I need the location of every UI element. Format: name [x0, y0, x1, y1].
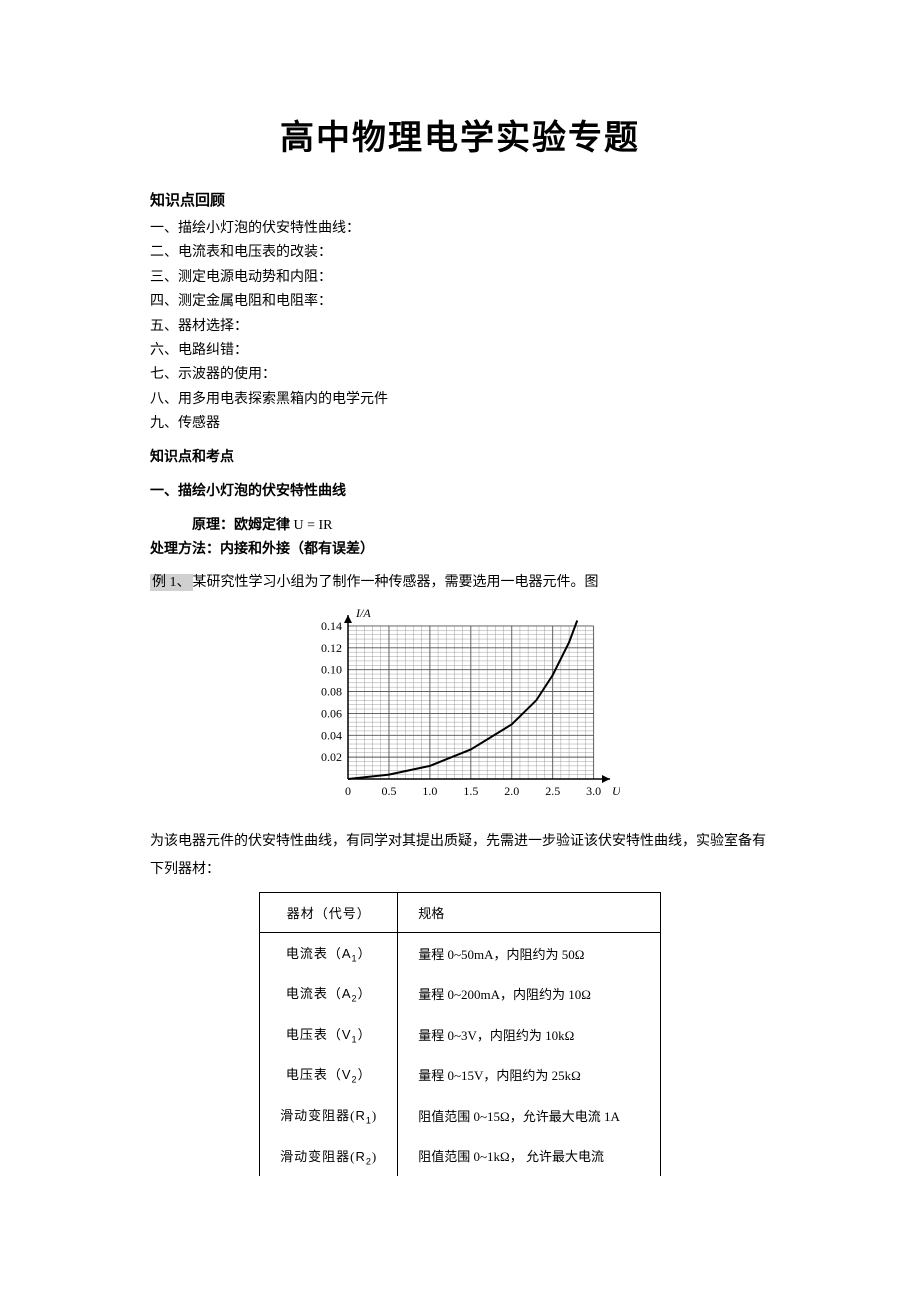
table-row: 电压表（V1）量程 0~3V，内阻约为 10kΩ [260, 1014, 661, 1055]
outline-list: 一、描绘小灯泡的伏安特性曲线： 二、电流表和电压表的改装： 三、测定电源电动势和… [150, 218, 770, 436]
svg-text:2.5: 2.5 [545, 784, 560, 798]
equip-name-cell: 电流表（A1） [260, 932, 398, 973]
svg-text:0.04: 0.04 [321, 728, 342, 742]
svg-text:0.08: 0.08 [321, 684, 342, 698]
outline-item: 九、传感器 [150, 413, 770, 435]
table-header-row: 器材（代号） 规格 [260, 892, 661, 932]
iv-curve-chart: 0 0.5 1.0 1.5 2.0 2.5 3.0 0.02 0.04 0.06 0.08 0.10 0… [150, 605, 770, 810]
example-continuation: 为该电器元件的伏安特性曲线，有同学对其提出质疑，先需进一步验证该伏安特性曲线，实… [150, 828, 770, 884]
equip-spec-cell: 量程 0~50mA，内阻约为 50Ω [398, 932, 661, 973]
iv-chart-svg: 0 0.5 1.0 1.5 2.0 2.5 3.0 0.02 0.04 0.06 0.08 0.10 0… [300, 605, 620, 805]
equip-name-cell: 滑动变阻器(R2) [260, 1136, 398, 1177]
example-text: 某研究性学习小组为了制作一种传感器，需要选用一电器元件。图 [193, 575, 599, 590]
table-row: 滑动变阻器(R1)阻值范围 0~15Ω，允许最大电流 1A [260, 1095, 661, 1136]
svg-text:1.5: 1.5 [463, 784, 478, 798]
svg-text:0.10: 0.10 [321, 662, 342, 676]
outline-item: 八、用多用电表探索黑箱内的电学元件 [150, 389, 770, 411]
outline-item: 七、示波器的使用： [150, 364, 770, 386]
svg-text:0.02: 0.02 [321, 750, 342, 764]
equip-name-cell: 电压表（V2） [260, 1054, 398, 1095]
table-row: 电压表（V2）量程 0~15V，内阻约为 25kΩ [260, 1054, 661, 1095]
equip-name-cell: 电流表（A2） [260, 973, 398, 1014]
section-review-heading: 知识点回顾 [150, 189, 770, 210]
method-line: 处理方法：内接和外接（都有误差） [150, 538, 770, 558]
svg-text:0: 0 [345, 784, 351, 798]
equip-spec-cell: 量程 0~200mA，内阻约为 10Ω [398, 973, 661, 1014]
svg-text:U/V: U/V [612, 784, 620, 798]
principle-line: 原理：欧姆定律 U = IR [150, 514, 770, 534]
svg-text:2.0: 2.0 [504, 784, 519, 798]
knowledge-points-heading: 知识点和考点 [150, 446, 770, 466]
svg-text:0.06: 0.06 [321, 706, 342, 720]
topic-1-heading: 一、描绘小灯泡的伏安特性曲线 [150, 480, 770, 500]
svg-text:I/A: I/A [355, 606, 371, 620]
outline-item: 一、描绘小灯泡的伏安特性曲线： [150, 218, 770, 240]
svg-text:0.12: 0.12 [321, 641, 342, 655]
outline-item: 四、测定金属电阻和电阻率： [150, 291, 770, 313]
svg-text:0.5: 0.5 [381, 784, 396, 798]
equip-spec-cell: 量程 0~3V，内阻约为 10kΩ [398, 1014, 661, 1055]
table-row: 滑动变阻器(R2)阻值范围 0~1kΩ， 允许最大电流 [260, 1136, 661, 1177]
page-title: 高中物理电学实验专题 [150, 110, 770, 159]
table-row: 电流表（A1）量程 0~50mA，内阻约为 50Ω [260, 932, 661, 973]
equip-name-cell: 滑动变阻器(R1) [260, 1095, 398, 1136]
equip-spec-cell: 阻值范围 0~1kΩ， 允许最大电流 [398, 1136, 661, 1177]
outline-item: 六、电路纠错： [150, 340, 770, 362]
equipment-table: 器材（代号） 规格 电流表（A1）量程 0~50mA，内阻约为 50Ω电流表（A… [259, 892, 661, 1177]
svg-text:3.0: 3.0 [586, 784, 601, 798]
table-header-cell: 器材（代号） [260, 892, 398, 932]
svg-text:0.14: 0.14 [321, 619, 342, 633]
equip-spec-cell: 量程 0~15V，内阻约为 25kΩ [398, 1054, 661, 1095]
table-header-cell: 规格 [398, 892, 661, 932]
outline-item: 三、测定电源电动势和内阻： [150, 267, 770, 289]
outline-item: 五、器材选择： [150, 316, 770, 338]
table-row: 电流表（A2）量程 0~200mA，内阻约为 10Ω [260, 973, 661, 1014]
svg-text:1.0: 1.0 [422, 784, 437, 798]
principle-label: 原理： [192, 518, 234, 533]
principle-formula: U = IR [294, 518, 333, 533]
outline-item: 二、电流表和电压表的改装： [150, 242, 770, 264]
equip-name-cell: 电压表（V1） [260, 1014, 398, 1055]
equip-spec-cell: 阻值范围 0~15Ω，允许最大电流 1A [398, 1095, 661, 1136]
example-1: 例 1、某研究性学习小组为了制作一种传感器，需要选用一电器元件。图 [150, 570, 770, 595]
principle-text: 欧姆定律 [234, 518, 290, 533]
example-label: 例 1、 [150, 574, 193, 591]
